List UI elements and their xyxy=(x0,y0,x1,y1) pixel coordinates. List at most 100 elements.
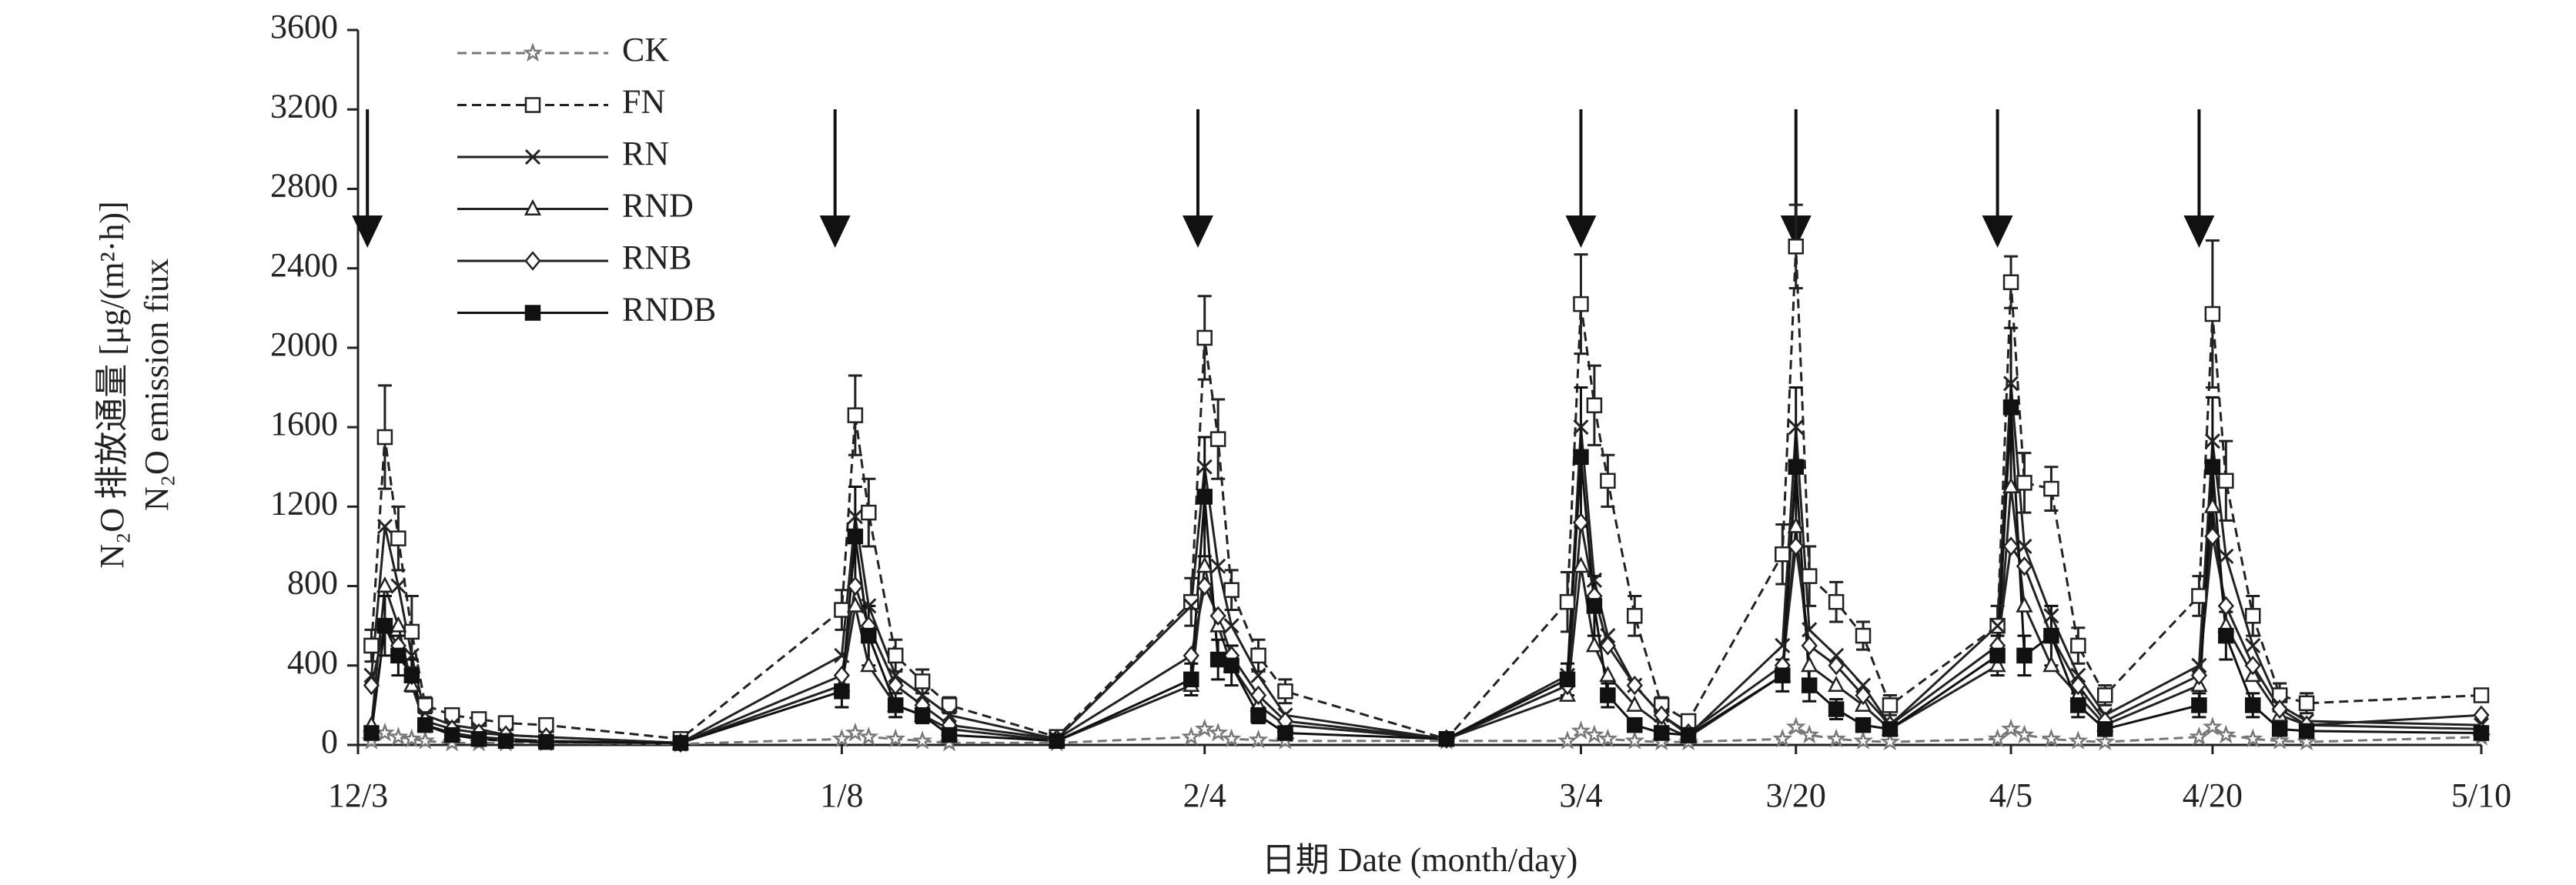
marker xyxy=(1250,647,1266,664)
y-tick-label: 2000 xyxy=(270,326,338,363)
legend-item: RN xyxy=(457,135,669,172)
marker xyxy=(888,667,904,683)
marker xyxy=(2473,725,2490,741)
marker xyxy=(2202,716,2223,736)
marker xyxy=(376,576,393,593)
arrow xyxy=(819,109,851,248)
marker xyxy=(912,730,933,750)
marker xyxy=(887,675,904,696)
marker xyxy=(1788,419,1804,436)
y-tick-label: 2400 xyxy=(270,246,338,284)
marker xyxy=(2204,459,2221,475)
marker xyxy=(1183,598,1199,614)
x-tick-label: 4/20 xyxy=(2183,776,2243,814)
marker xyxy=(2001,718,2022,738)
marker xyxy=(1586,598,1603,614)
marker xyxy=(1855,716,1872,733)
legend-label: RND xyxy=(622,187,694,225)
marker xyxy=(2473,687,2490,703)
marker xyxy=(2218,548,2234,564)
arrow-head xyxy=(2183,215,2215,248)
marker xyxy=(1787,516,1805,533)
marker xyxy=(2218,473,2234,489)
marker xyxy=(1196,489,1213,505)
legend-label: RNB xyxy=(622,239,691,276)
marker xyxy=(1223,657,1239,674)
marker xyxy=(1573,419,1589,436)
marker xyxy=(2070,637,2086,654)
marker xyxy=(1559,671,1576,688)
marker xyxy=(2245,608,2261,624)
marker xyxy=(1600,628,1616,644)
x-axis-label: 日期 Date (month/day) xyxy=(1262,841,1578,879)
marker xyxy=(1250,707,1266,723)
marker xyxy=(847,509,863,525)
marker xyxy=(443,726,460,743)
legend-item: FN xyxy=(457,83,665,121)
marker xyxy=(1624,730,1645,750)
marker xyxy=(861,627,877,644)
marker xyxy=(1626,695,1644,712)
marker xyxy=(1586,572,1602,588)
marker xyxy=(1438,731,1455,747)
marker xyxy=(524,199,542,215)
marker xyxy=(2002,476,2020,493)
marker xyxy=(1223,618,1239,634)
legend-item: RNDB xyxy=(457,291,716,329)
arrow-head xyxy=(352,215,383,248)
marker xyxy=(2191,697,2207,713)
marker xyxy=(1208,722,1229,742)
marker xyxy=(363,667,380,683)
marker xyxy=(376,519,393,535)
marker xyxy=(885,728,906,748)
marker xyxy=(1828,656,1845,676)
marker xyxy=(2203,496,2221,513)
marker xyxy=(2043,608,2059,624)
marker xyxy=(417,716,433,733)
arrow xyxy=(1565,109,1597,248)
marker xyxy=(1586,397,1603,413)
marker xyxy=(1196,576,1213,596)
marker xyxy=(1572,513,1590,533)
marker xyxy=(1599,666,1617,683)
marker xyxy=(2204,526,2221,546)
marker xyxy=(1826,728,1847,748)
legend-label: CK xyxy=(622,31,669,68)
marker xyxy=(941,697,958,713)
marker xyxy=(834,683,850,700)
arrow-head xyxy=(1982,215,2013,248)
marker xyxy=(1987,728,2008,748)
marker xyxy=(470,731,487,747)
marker xyxy=(2016,475,2032,491)
marker xyxy=(834,647,850,663)
marker xyxy=(1785,716,1806,736)
y-axis-label: N₂O emission fiux xyxy=(138,259,176,511)
marker xyxy=(2216,724,2236,744)
marker xyxy=(2270,730,2290,750)
marker xyxy=(1653,705,1670,726)
marker xyxy=(1183,646,1199,666)
marker xyxy=(1277,725,1293,741)
arrow-head xyxy=(1182,215,1213,248)
marker xyxy=(415,730,436,750)
marker xyxy=(941,707,958,723)
marker xyxy=(846,596,864,613)
y-tick-label: 0 xyxy=(321,723,338,760)
marker xyxy=(1989,647,2006,664)
marker xyxy=(390,616,407,633)
marker xyxy=(403,647,420,663)
arrow xyxy=(2183,109,2215,248)
marker xyxy=(2070,667,2086,683)
marker xyxy=(2244,656,2261,676)
marker xyxy=(1557,730,1577,750)
arrow xyxy=(1982,109,2013,248)
marker xyxy=(1855,627,1872,644)
marker xyxy=(524,251,541,271)
marker xyxy=(2002,274,2019,290)
marker xyxy=(2245,697,2261,713)
marker xyxy=(403,623,420,640)
marker xyxy=(2002,399,2019,416)
x-tick-label: 5/10 xyxy=(2451,776,2511,814)
marker xyxy=(1573,449,1589,466)
marker xyxy=(1828,701,1845,717)
